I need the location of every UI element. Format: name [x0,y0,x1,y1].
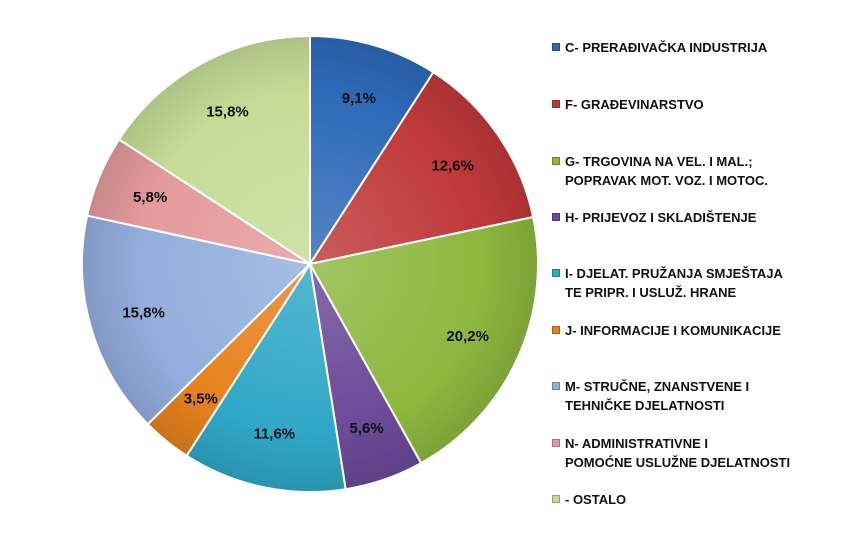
pie-slice [308,215,539,465]
legend-label: G- TRGOVINA NA VEL. I MAL.; POPRAVAK MOT… [565,154,768,188]
legend-swatch [552,495,560,503]
legend-swatch [552,213,560,221]
legend-item: H- PRIJEVOZ I SKLADIŠTENJE [552,208,756,227]
legend-item: I- DJELAT. PRUŽANJA SMJEŠTAJA TE PRIPR. … [552,264,783,302]
legend-label: F- GRAĐEVINARSTVO [565,97,704,112]
slice-value-label: 15,8% [206,104,249,121]
legend-label: J- INFORMACIJE I KOMUNIKACIJE [565,323,781,338]
legend-item: F- GRAĐEVINARSTVO [552,95,704,114]
legend-swatch [552,326,560,334]
slice-value-label: 5,8% [133,189,167,206]
pie-slice [307,70,535,266]
slice-value-label: 20,2% [446,328,489,345]
legend-swatch [552,269,560,277]
slice-value-label: 12,6% [431,158,474,175]
pie-slice [81,214,313,426]
slice-value-label: 5,6% [349,420,383,437]
legend-item: G- TRGOVINA NA VEL. I MAL.; POPRAVAK MOT… [552,152,768,190]
pie-slice [309,34,435,268]
legend-label: I- DJELAT. PRUŽANJA SMJEŠTAJA TE PRIPR. … [565,266,783,300]
legend-label: - OSTALO [565,492,627,507]
legend-label: C- PRERAĐIVAČKA INDUSTRIJA [565,40,768,55]
pie-slice [185,261,347,493]
slice-value-label: 9,1% [342,90,376,107]
legend-label: H- PRIJEVOZ I SKLADIŠTENJE [565,210,757,225]
slice-value-label: 11,6% [253,426,295,443]
legend-item: J- INFORMACIJE I KOMUNIKACIJE [552,321,781,340]
legend-swatch [552,382,560,390]
legend-swatch [552,100,560,108]
legend-item: M- STRUČNE, ZNANSTVENE I TEHNIČKE DJELAT… [552,377,749,415]
legend-label: M- STRUČNE, ZNANSTVENE I TEHNIČKE DJELAT… [565,379,750,413]
pie-slices [81,34,539,493]
legend-swatch [552,439,560,447]
pie-value-labels: 9,1% 12,6% 20,2% 5,6% 11,6% 3,5% 15,8% 5,8% 15,8… [122,90,489,443]
pie-slice [117,34,311,266]
slice-value-label: 3,5% [184,391,218,408]
legend-item: - OSTALO [552,490,626,509]
legend-item: N- ADMINISTRATIVNE I POMOĆNE USLUŽNE DJE… [552,434,790,472]
legend-label: N- ADMINISTRATIVNE I POMOĆNE USLUŽNE DJE… [565,436,791,470]
slice-value-label: 15,8% [122,304,165,321]
legend-swatch [552,157,560,165]
legend-item: C- PRERAĐIVAČKA INDUSTRIJA [552,38,767,57]
legend-swatch [552,43,560,51]
